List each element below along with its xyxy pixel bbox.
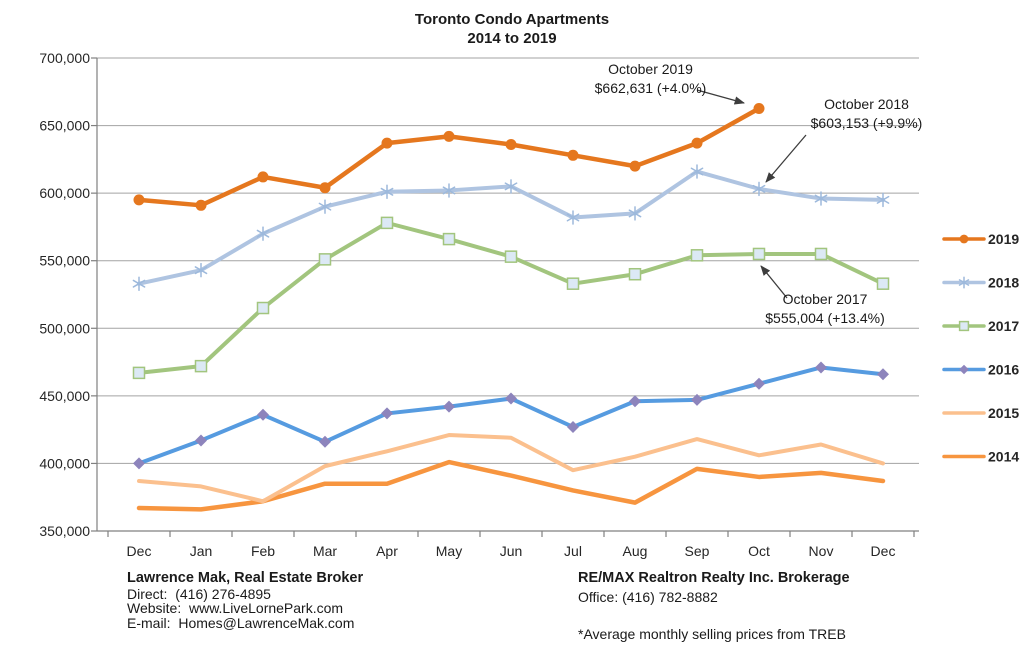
series-2016: [133, 361, 889, 470]
footer-source-note: *Average monthly selling prices from TRE…: [578, 626, 846, 642]
annotation-october-2017-label: October 2017: [782, 291, 868, 307]
footer-direct-phone: Direct: (416) 276-4895: [127, 586, 271, 602]
annotation-october-2019: October 2019 $662,631 (+4.0%): [568, 60, 733, 98]
footer-office-phone: Office: (416) 782-8882: [578, 589, 718, 605]
y-tick-label: 350,000: [39, 523, 90, 539]
series-2018: [132, 164, 890, 291]
legend-item-2016: 2016: [942, 362, 1019, 378]
legend-item-2019: 2019: [942, 231, 1019, 247]
arrow-october-2017: [760, 265, 788, 299]
legend-item-2018: 2018: [942, 275, 1019, 291]
legend-label-2019: 2019: [988, 231, 1019, 247]
legend-item-2017: 2017: [942, 318, 1019, 334]
annotation-october-2018-label: October 2018: [824, 96, 909, 112]
arrow-october-2018: [765, 134, 807, 183]
annotation-october-2019-value: $662,631 (+4.0%): [594, 80, 707, 96]
annotation-october-2018: October 2018 $603,153 (+9.9%): [784, 95, 949, 133]
x-tick-label: Jun: [500, 543, 523, 559]
footer-website: Website: www.LiveLornePark.com: [127, 600, 344, 616]
y-tick-label: 400,000: [39, 455, 90, 471]
y-tick-label: 450,000: [39, 388, 90, 404]
legend-item-2014: 2014: [942, 449, 1019, 465]
x-tick-label: Dec: [127, 543, 152, 559]
annotation-october-2017: October 2017 $555,004 (+13.4%): [740, 290, 910, 328]
x-tick-label: Apr: [376, 543, 398, 559]
y-tick-label: 550,000: [39, 253, 90, 269]
legend-label-2016: 2016: [988, 362, 1019, 378]
series-2017: [132, 216, 890, 380]
annotation-october-2019-label: October 2019: [608, 61, 693, 77]
legend-label-2014: 2014: [988, 449, 1019, 465]
series-2019: [133, 103, 765, 211]
y-tick-label: 500,000: [39, 320, 90, 336]
chart-subtitle: 2014 to 2019: [467, 30, 557, 47]
series-2014: [136, 459, 886, 512]
legend: 2019 2018 2017 2016 2015 2014: [942, 231, 1019, 465]
axes: [91, 57, 919, 537]
legend-label-2017: 2017: [988, 318, 1019, 334]
y-tick-label: 700,000: [39, 50, 90, 66]
x-axis-labels: Dec Jan Feb Mar Apr May Jun Jul Aug Sep Oct Nov Dec: [127, 543, 896, 559]
x-tick-label: Feb: [251, 543, 275, 559]
y-axis-labels: 700,000 650,000 600,000 550,000 500,000 450,0…: [39, 50, 90, 539]
annotation-october-2017-value: $555,004 (+13.4%): [765, 310, 885, 326]
x-tick-label: Dec: [871, 543, 896, 559]
x-tick-label: Nov: [809, 543, 834, 559]
annotation-arrows: [696, 89, 807, 299]
footer-email: E-mail: Homes@LawrenceMak.com: [127, 615, 355, 631]
y-tick-label: 650,000: [39, 118, 90, 134]
x-tick-label: Oct: [748, 543, 770, 559]
x-tick-label: May: [436, 543, 462, 559]
legend-item-2015: 2015: [942, 405, 1019, 421]
x-tick-label: Sep: [685, 543, 710, 559]
chart-title: Toronto Condo Apartments: [414, 11, 610, 28]
annotation-october-2018-value: $603,153 (+9.9%): [810, 115, 923, 131]
footer-broker-name: Lawrence Mak, Real Estate Broker: [127, 570, 364, 586]
x-tick-label: Aug: [623, 543, 648, 559]
y-tick-label: 600,000: [39, 185, 90, 201]
arrow-october-2019: [696, 89, 746, 105]
x-tick-label: Jul: [564, 543, 582, 559]
x-tick-label: Jan: [190, 543, 213, 559]
series-2015: [137, 433, 885, 504]
legend-label-2018: 2018: [988, 275, 1019, 291]
x-tick-label: Mar: [313, 543, 337, 559]
legend-label-2015: 2015: [988, 405, 1019, 421]
footer-brokerage-name: RE/MAX Realtron Realty Inc. Brokerage: [578, 570, 850, 586]
